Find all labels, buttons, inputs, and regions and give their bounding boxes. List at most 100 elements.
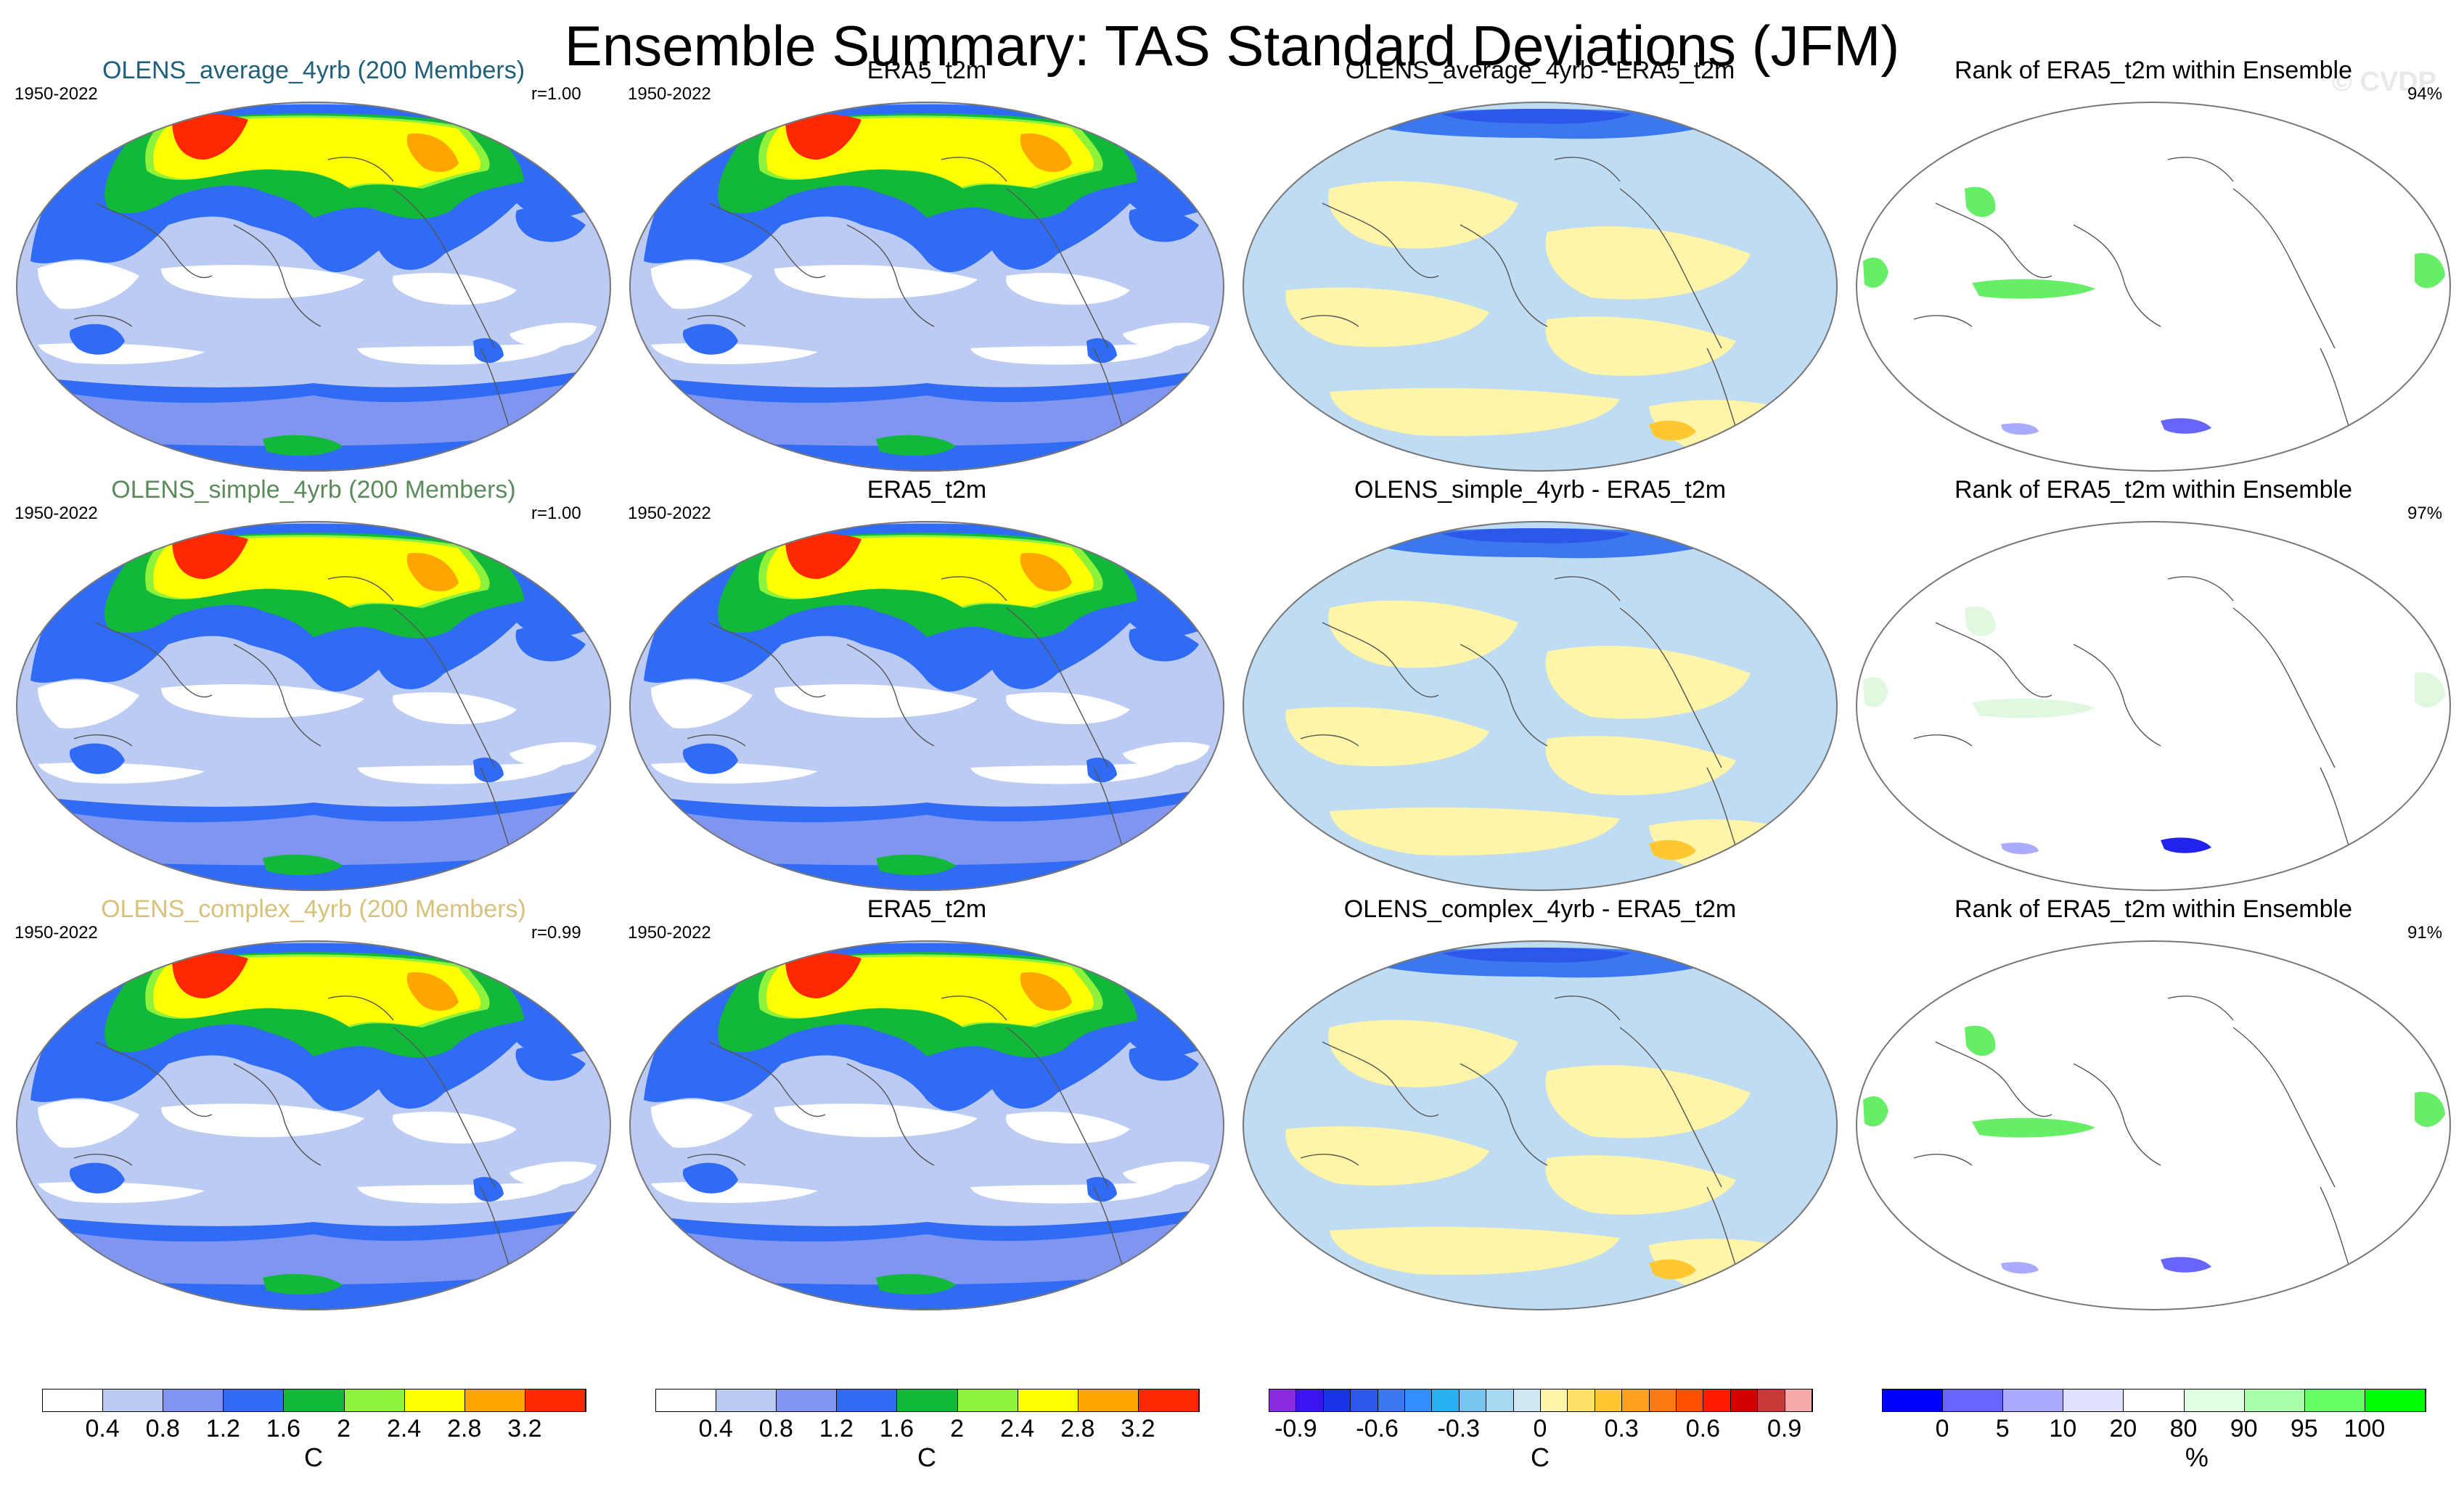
tas-antarctic-peak: [876, 435, 956, 456]
coastline: [1619, 1027, 1722, 1188]
colorbar-cell: [897, 1389, 958, 1411]
colorbar-cell: [1018, 1389, 1078, 1411]
colorbar-cell: [1323, 1389, 1351, 1411]
tas-contour-3.2-east: [1020, 972, 1072, 1011]
coastline: [95, 622, 213, 698]
diff-southern-positive: [1649, 420, 1696, 440]
coastline: [233, 644, 322, 747]
colorbar-cell: [1568, 1389, 1595, 1411]
tas-southern-ocean: [651, 370, 1203, 403]
colorbar-cell: [1785, 1389, 1812, 1411]
map-outline: [16, 102, 611, 472]
colorbar-cell: [404, 1389, 465, 1411]
coastline: [708, 202, 826, 279]
diff-positive-region: [1328, 181, 1518, 249]
coastline: [327, 157, 394, 182]
colorbar-cell: [2244, 1389, 2305, 1411]
colorbar-cell: [525, 1389, 586, 1411]
tas-low-variability: [1123, 322, 1210, 348]
colorbar-tick-label: 2.8: [1060, 1415, 1095, 1442]
colorbar-cell: [163, 1389, 224, 1411]
coastline: [1093, 767, 1123, 848]
coastline: [1619, 607, 1722, 768]
coastline: [73, 1154, 133, 1166]
tas-australia: [682, 324, 738, 355]
map-outline: [1243, 940, 1838, 1310]
diff-arctic-negative: [1351, 109, 1729, 139]
coastline: [708, 1041, 826, 1117]
tas-contour-3.2-east: [406, 134, 459, 172]
diff-southern-positive: [1649, 1259, 1696, 1279]
tas-australia: [69, 743, 125, 774]
rank-base-field: [1856, 521, 2451, 891]
coastline: [393, 188, 496, 349]
coastline: [687, 315, 746, 327]
colorbar-cell: [284, 1389, 345, 1411]
rank-percentage-label: 94%: [2407, 84, 2443, 104]
model-tas-map: [16, 521, 611, 891]
colorbar-unit-label: C: [917, 1442, 936, 1472]
map-outline: [16, 521, 611, 891]
diff-arctic-strong: [1442, 528, 1631, 543]
tas-north-america: [1129, 627, 1199, 662]
coastline: [2232, 1027, 2336, 1188]
rank-high-region: [2415, 253, 2445, 289]
colorbar-tick-label: -0.9: [1274, 1415, 1317, 1442]
tas-north-america: [515, 208, 586, 242]
tas-southern-ocean: [651, 789, 1203, 823]
model-period-label: 1950-2022: [15, 923, 98, 943]
coastline: [1006, 1027, 1109, 1188]
colorbar-tick-label: 2.8: [447, 1415, 482, 1442]
coastline: [1300, 315, 1359, 327]
coastline: [1006, 188, 1109, 349]
tas-antarctic-peak: [263, 1273, 343, 1295]
model-panel-title: OLENS_simple_4yrb (200 Members): [111, 476, 516, 504]
tas-low-variability: [357, 341, 568, 365]
tas-australia: [682, 743, 738, 774]
colorbar-tick-label: 100: [2344, 1415, 2386, 1442]
coastline: [233, 1063, 322, 1166]
difference-map: [1243, 521, 1838, 891]
map-outline: [1243, 521, 1838, 891]
tas-south-america: [473, 758, 504, 783]
map-outline: [1856, 940, 2451, 1310]
obs-tas-map: [629, 521, 1224, 891]
tas-contour-3.2: [172, 953, 248, 998]
tas-north-america: [1129, 1046, 1199, 1081]
obs-panel-title: ERA5_t2m: [867, 57, 987, 84]
tas-low-variability: [970, 760, 1181, 784]
difference-panel-title: OLENS_simple_4yrb - ERA5_t2m: [1354, 476, 1727, 504]
diff-positive-region: [1285, 287, 1489, 347]
colorbar-cell: [344, 1389, 405, 1411]
map-outline: [16, 940, 611, 1310]
tas-low-variability: [651, 1099, 753, 1148]
rank-high-region: [1863, 258, 1888, 288]
coastline: [480, 767, 510, 848]
colorbar-tick-label: 90: [2230, 1415, 2258, 1442]
diff-positive-region: [1285, 1126, 1489, 1186]
colorbar-cell: [656, 1389, 717, 1411]
colorbar-tick-label: 95: [2290, 1415, 2318, 1442]
colorbar-cell: [1730, 1389, 1759, 1411]
colorbar-tick-label: 1.6: [879, 1415, 914, 1442]
rank-high-region: [2415, 672, 2445, 708]
rank-low-region: [2001, 423, 2039, 435]
rank-high-region: [1863, 1096, 1888, 1127]
colorbar-tick-label: 3.2: [1121, 1415, 1155, 1442]
map-outline: [1243, 102, 1838, 472]
tas-contour-3.2-east: [1020, 134, 1072, 172]
coastline: [233, 224, 322, 327]
coastline: [1706, 1186, 1737, 1268]
tas-south-america: [1086, 1177, 1117, 1202]
rank-high-region: [1972, 698, 2095, 718]
coastline: [327, 996, 394, 1021]
coastline: [846, 1063, 935, 1166]
model-period-label: 1950-2022: [15, 504, 98, 523]
coastline: [480, 1186, 510, 1268]
coastline: [1460, 644, 1548, 747]
coastline: [1913, 315, 1973, 327]
model-period-label: 1950-2022: [15, 84, 98, 104]
colorbar-tick-label: 0.6: [1685, 1415, 1721, 1442]
colorbar-cell: [103, 1389, 164, 1411]
tas-low-variability: [970, 341, 1181, 365]
